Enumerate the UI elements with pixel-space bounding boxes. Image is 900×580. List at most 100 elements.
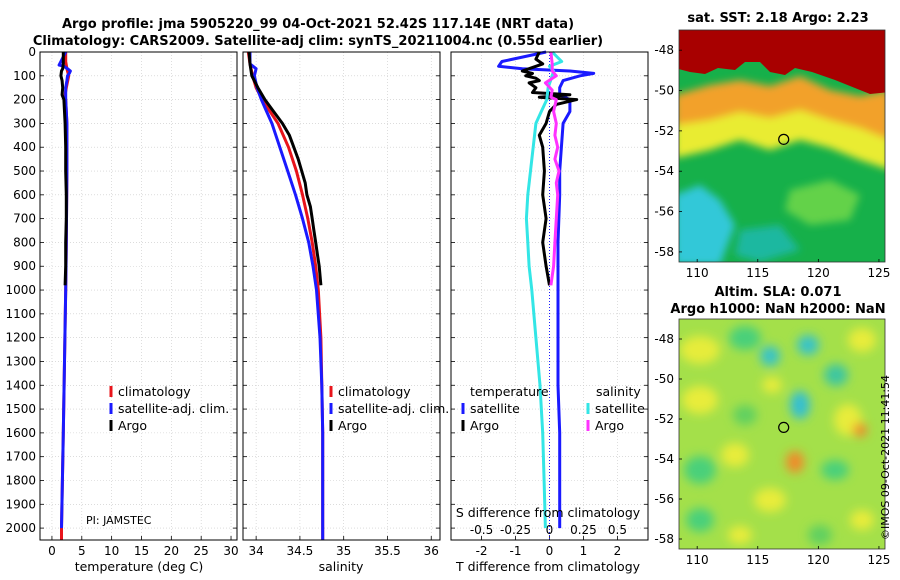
- salinity-legend: climatology satellite-adj. clim. Argo: [329, 384, 449, 433]
- map-y-tick-label: -52: [654, 124, 674, 138]
- x-tick-label: 20: [164, 544, 179, 558]
- legend-argo-label: Argo: [338, 418, 367, 433]
- difference-xlabel: T difference from climatology: [455, 559, 641, 574]
- sla-feature: [760, 346, 780, 366]
- imos-watermark: ©IMOS 09-Oct-2021 11:41:54: [879, 375, 892, 540]
- depth-tick-label: 2000: [5, 521, 36, 535]
- x-tick-label: 0: [546, 544, 554, 558]
- depth-tick-label: 600: [13, 188, 36, 202]
- series-satellite-adj-clim-: [248, 52, 325, 540]
- sla-feature: [797, 335, 819, 355]
- sla-feature: [682, 386, 718, 414]
- legend-satellite-label: satellite-adj. clim.: [118, 401, 229, 416]
- map-y-tick-label: -50: [654, 84, 674, 98]
- map-y-tick-label: -50: [654, 372, 674, 386]
- x-tick-label: 30: [223, 544, 238, 558]
- map-y-tick-label: -54: [654, 164, 674, 178]
- x-tick-label: 34.5: [287, 544, 314, 558]
- plot-frame: [39, 51, 238, 541]
- sst-map: 110 115 120 125 -48 -50 -52 -54 -56 -58: [654, 29, 890, 280]
- difference-top-axis-label: S difference from climatology: [456, 505, 641, 520]
- s-tick-label: 0.25: [570, 523, 597, 537]
- map-x-tick-label: 125: [867, 553, 890, 567]
- sla-feature: [729, 326, 761, 350]
- x-tick-label: 10: [104, 544, 119, 558]
- legend-climatology-label: climatology: [118, 384, 191, 399]
- sla-argo-location-marker: [778, 421, 790, 433]
- depth-tick-label: 300: [13, 116, 36, 130]
- depth-tick-label: 1900: [5, 497, 36, 511]
- temperature-panel: 0 5 10 15 20 25 30: [39, 51, 239, 558]
- legend-s-argo-label: Argo: [595, 418, 624, 433]
- sst-patch-teal: [735, 225, 800, 262]
- depth-tick-label: 1100: [5, 307, 36, 321]
- figure-title-line2: Climatology: CARS2009. Satellite-adj cli…: [33, 34, 603, 49]
- map-y-tick-label: -56: [654, 205, 674, 219]
- sla-feature: [848, 328, 876, 352]
- sla-map-title-line2: Argo h1000: NaN h2000: NaN: [670, 302, 885, 317]
- x-tick-label: 1: [580, 544, 588, 558]
- legend-t-satellite-label: satellite: [470, 401, 520, 416]
- map-y-tick-label: -56: [654, 492, 674, 506]
- sla-feature: [686, 508, 714, 532]
- map-y-tick-label: -52: [654, 412, 674, 426]
- s-tick-label: -0.5: [470, 523, 493, 537]
- x-tick-label: -2: [476, 544, 488, 558]
- x-tick-label: 35: [336, 544, 351, 558]
- depth-tick-label: 1800: [5, 473, 36, 487]
- sst-warm-band-orange: [679, 76, 885, 138]
- x-tick-label: 5: [78, 544, 86, 558]
- x-tick-label: 36: [424, 544, 439, 558]
- map-x-tick-label: 115: [746, 266, 769, 280]
- x-tick-label: 25: [194, 544, 209, 558]
- sla-feature: [850, 510, 874, 530]
- depth-axis-labels: 0 100 200 300 400 500 600 700 800 900 1000 1100 1200…: [5, 45, 36, 535]
- sst-cold-patch-cyan: [679, 185, 735, 262]
- plot-frame: [242, 51, 441, 541]
- sla-map-title-line1: Altim. SLA: 0.071: [715, 285, 842, 300]
- series-argo: [59, 52, 68, 286]
- salinity-xlabel: salinity: [319, 559, 364, 574]
- sla-map-frame: [678, 318, 886, 550]
- temperature-xlabel: temperature (deg C): [75, 559, 204, 574]
- depth-tick-label: 400: [13, 140, 36, 154]
- sla-feature: [733, 405, 757, 425]
- sla-feature: [853, 423, 867, 437]
- x-tick-label: 35.5: [374, 544, 401, 558]
- map-x-tick-label: 110: [686, 553, 709, 567]
- temperature-legend: climatology satellite-adj. clim. Argo: [109, 384, 229, 433]
- depth-tick-label: 1300: [5, 354, 36, 368]
- sla-feature: [790, 391, 810, 419]
- map-x-tick-label: 125: [867, 266, 890, 280]
- pi-annotation: PI: JAMSTEC: [86, 514, 152, 527]
- series-climatology: [246, 51, 325, 540]
- map-y-tick-label: -58: [654, 245, 674, 259]
- sst-patch-lightgreen: [785, 180, 860, 225]
- depth-tick-label: 200: [13, 93, 36, 107]
- map-x-tick-label: 120: [807, 266, 830, 280]
- depth-tick-label: 1200: [5, 331, 36, 345]
- sla-feature: [824, 364, 848, 386]
- sla-feature: [721, 443, 749, 467]
- depth-tick-label: 800: [13, 235, 36, 249]
- map-y-tick-label: -54: [654, 452, 674, 466]
- sla-feature: [680, 336, 720, 364]
- x-tick-label: 0: [48, 544, 56, 558]
- x-tick-label: 15: [134, 544, 149, 558]
- sst-warm-region-red: [679, 30, 885, 94]
- series-s-argo: [543, 51, 561, 286]
- map-x-tick-label: 120: [807, 553, 830, 567]
- map-x-tick-label: 115: [746, 553, 769, 567]
- difference-legend: temperature salinity satellite Argo sate…: [461, 384, 645, 433]
- legend-satellite-label: satellite-adj. clim.: [338, 401, 449, 416]
- legend-salinity-title: salinity: [596, 384, 641, 399]
- map-x-tick-label: 110: [686, 266, 709, 280]
- sla-feature: [762, 377, 782, 393]
- plot-frame: [450, 51, 649, 541]
- sla-feature: [786, 451, 804, 473]
- sst-map-frame: [678, 29, 886, 263]
- depth-tick-label: 100: [13, 69, 36, 83]
- figure-title-line1: Argo profile: jma 5905220_99 04-Oct-2021…: [62, 17, 574, 32]
